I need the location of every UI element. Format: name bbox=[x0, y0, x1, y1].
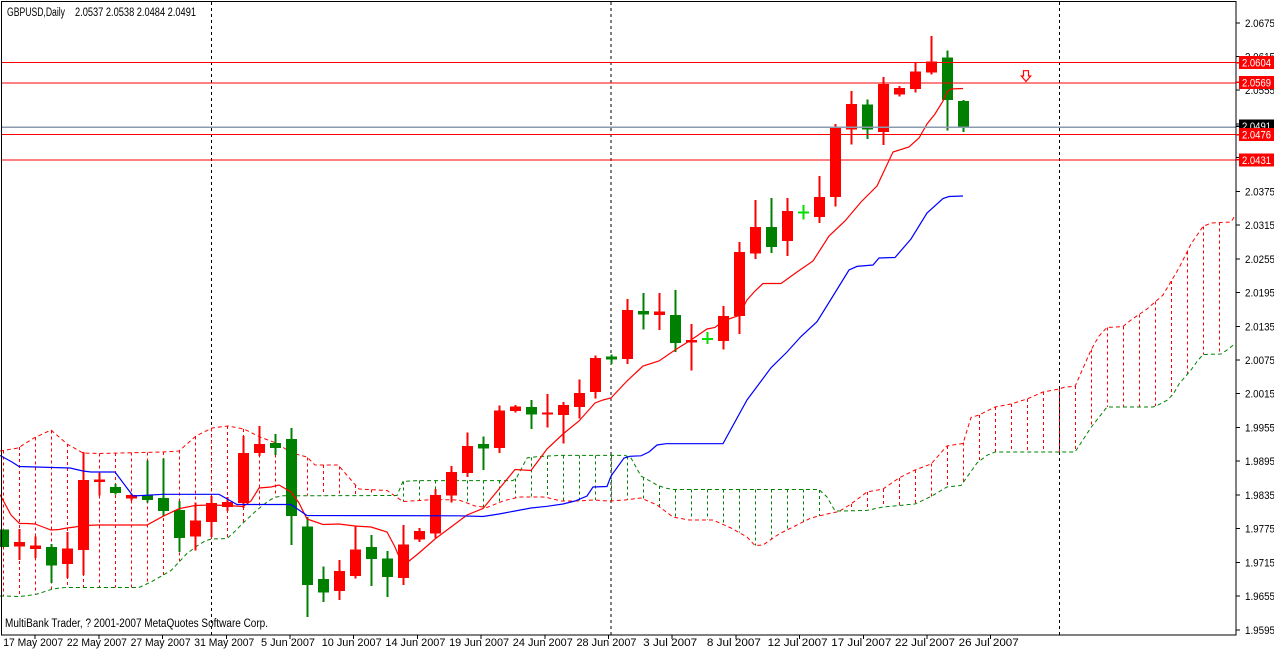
svg-text:2.0476: 2.0476 bbox=[1242, 130, 1271, 142]
svg-text:2.0569: 2.0569 bbox=[1242, 77, 1271, 89]
svg-text:MultiBank Trader, ? 2001-2007: MultiBank Trader, ? 2001-2007 MetaQuotes… bbox=[5, 618, 268, 630]
svg-text:17 May 2007: 17 May 2007 bbox=[3, 637, 63, 649]
svg-text:5 Jun 2007: 5 Jun 2007 bbox=[261, 637, 315, 649]
svg-text:27 May 2007: 27 May 2007 bbox=[131, 637, 191, 649]
svg-text:2.0431: 2.0431 bbox=[1242, 155, 1271, 167]
svg-text:1.9895: 1.9895 bbox=[1245, 456, 1274, 468]
svg-text:31 May 2007: 31 May 2007 bbox=[194, 637, 254, 649]
svg-text:2.0015: 2.0015 bbox=[1245, 389, 1274, 401]
svg-text:2.0604: 2.0604 bbox=[1242, 58, 1271, 70]
svg-text:19 Jun 2007: 19 Jun 2007 bbox=[449, 637, 509, 649]
svg-text:2.0135: 2.0135 bbox=[1245, 321, 1274, 333]
svg-text:1.9775: 1.9775 bbox=[1245, 524, 1274, 536]
svg-text:22 Jul 2007: 22 Jul 2007 bbox=[895, 637, 955, 649]
svg-text:2.0315: 2.0315 bbox=[1245, 220, 1274, 232]
svg-text:26 Jul 2007: 26 Jul 2007 bbox=[959, 637, 1019, 649]
svg-text:1.9655: 1.9655 bbox=[1245, 591, 1274, 603]
svg-text:24 Jun 2007: 24 Jun 2007 bbox=[513, 637, 573, 649]
svg-text:GBPUSD,Daily: GBPUSD,Daily bbox=[7, 7, 65, 19]
svg-text:12 Jul 2007: 12 Jul 2007 bbox=[768, 637, 828, 649]
svg-text:1.9835: 1.9835 bbox=[1245, 490, 1274, 502]
svg-text:1.9595: 1.9595 bbox=[1245, 625, 1274, 637]
svg-text:22 May 2007: 22 May 2007 bbox=[67, 637, 127, 649]
svg-text:2.0675: 2.0675 bbox=[1245, 18, 1274, 30]
svg-text:17 Jul 2007: 17 Jul 2007 bbox=[831, 637, 891, 649]
svg-text:8 Jul 2007: 8 Jul 2007 bbox=[707, 637, 761, 649]
svg-text:10 Jun 2007: 10 Jun 2007 bbox=[322, 637, 382, 649]
svg-text:2.0255: 2.0255 bbox=[1245, 254, 1274, 266]
svg-text:2.0375: 2.0375 bbox=[1245, 186, 1274, 198]
svg-text:2.0195: 2.0195 bbox=[1245, 288, 1274, 300]
svg-text:3 Jul 2007: 3 Jul 2007 bbox=[643, 637, 697, 649]
svg-text:2.0075: 2.0075 bbox=[1245, 355, 1274, 367]
svg-text:2.0537 2.0538 2.0484 2.0491: 2.0537 2.0538 2.0484 2.0491 bbox=[75, 7, 196, 19]
svg-text:14 Jun 2007: 14 Jun 2007 bbox=[385, 637, 445, 649]
svg-text:1.9715: 1.9715 bbox=[1245, 557, 1274, 569]
svg-text:28 Jun 2007: 28 Jun 2007 bbox=[577, 637, 637, 649]
svg-text:1.9955: 1.9955 bbox=[1245, 422, 1274, 434]
